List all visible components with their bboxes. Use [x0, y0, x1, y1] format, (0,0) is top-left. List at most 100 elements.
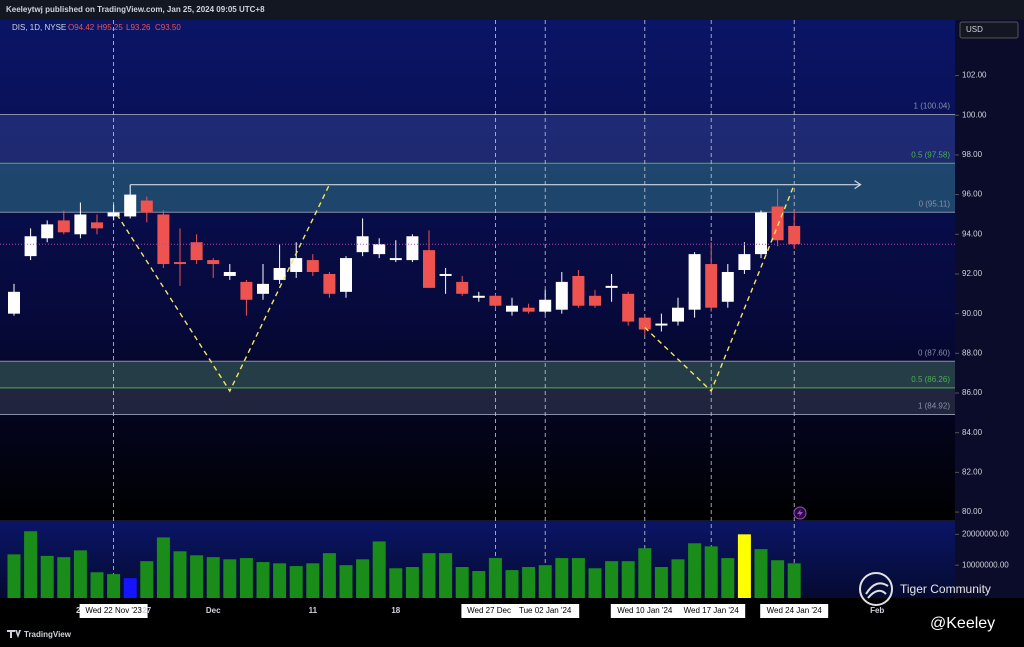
volume-bar: [206, 557, 220, 598]
zigzag: [644, 184, 795, 393]
y-tick-label: 96.00: [962, 190, 983, 199]
x-tick-label: Tue 02 Jan '24: [519, 606, 572, 615]
volume-bar: [356, 559, 370, 598]
header-text: Keeleytwj published on TradingView.com, …: [6, 5, 265, 14]
volume-bar: [787, 563, 801, 598]
x-tick-label: Wed 22 Nov '23: [85, 606, 142, 615]
volume-bar: [754, 549, 768, 598]
x-tick-label: Wed 17 Jan '24: [684, 606, 740, 615]
volume-bar: [57, 557, 71, 598]
x-tick-label: Wed 10 Jan '24: [617, 606, 673, 615]
volume-bar: [239, 558, 253, 598]
ohlc-value: L93.26: [126, 23, 151, 32]
volume-bar: [289, 566, 303, 598]
candle-body: [555, 281, 568, 310]
candle-body: [506, 305, 518, 312]
volume-bar: [638, 548, 652, 598]
brand: TradingView: [24, 630, 72, 639]
volume-bar: [223, 559, 237, 598]
candle-body: [207, 260, 220, 265]
arrow-head: [854, 180, 862, 190]
candle-body: [605, 285, 618, 288]
candle-body: [157, 214, 170, 265]
candle-body: [472, 295, 485, 298]
y-tick-label: 84.00: [962, 428, 983, 437]
fib-zone: [0, 361, 955, 388]
candle-body: [24, 236, 37, 257]
candle-body: [257, 283, 269, 294]
candle-body: [738, 254, 751, 270]
volume-bar: [704, 546, 718, 598]
candle-body: [439, 273, 452, 276]
fib-zone: [0, 163, 955, 213]
candle-body: [788, 225, 801, 245]
candle-body: [290, 258, 303, 272]
candle-body: [705, 264, 718, 308]
x-tick-label: Dec: [206, 606, 221, 615]
volume-bar: [488, 558, 502, 598]
symbol: DIS, 1D, NYSE: [12, 23, 66, 32]
volume-bar: [771, 560, 785, 598]
candle-body: [655, 323, 668, 326]
volume-bar: [322, 553, 336, 598]
price-axis: [955, 20, 1024, 598]
volume-bar: [73, 550, 87, 598]
volume-bar: [439, 553, 453, 598]
event-icon-bolt: [797, 509, 803, 517]
volume-bar: [389, 568, 403, 598]
logo: [859, 572, 893, 606]
y-tick-label: 102.00: [962, 71, 987, 80]
candle-body: [688, 254, 701, 310]
brand-logo: [7, 630, 21, 638]
author: @Keeley: [930, 615, 995, 632]
y-tick-label: 92.00: [962, 269, 983, 278]
x-tick-label: Wed 27 Dec '23: [467, 606, 524, 615]
candle-body: [456, 281, 469, 294]
watermark: Tiger Community: [900, 582, 991, 596]
candle-body: [638, 317, 651, 330]
x-tick-label: Feb: [870, 606, 884, 615]
volume-bar: [571, 558, 585, 598]
volume-bar: [671, 559, 685, 598]
volume-bar: [505, 570, 519, 598]
y-tick-label: 100.00: [962, 110, 987, 119]
candle-body: [489, 295, 502, 306]
y-tick-label: 94.00: [962, 229, 983, 238]
volume-bar: [372, 541, 386, 598]
fib-label: 1 (84.92): [918, 402, 950, 411]
footer: [0, 620, 1024, 647]
plot: 1 (100.04) 0.5 (97.58) 0 (95.11) 0 (87.60) 0…: [0, 20, 955, 598]
candle-body: [755, 212, 767, 255]
volume-bar: [455, 567, 469, 598]
volume-bar: [737, 534, 751, 598]
candle-body: [223, 271, 236, 276]
candle-body: [41, 224, 54, 239]
volume-bar: [621, 561, 635, 598]
volume-tick-label: 10000000.00: [962, 560, 1009, 569]
volume-bar: [156, 537, 170, 598]
logo-mark: [865, 582, 889, 599]
ohlc-value: C93.50: [155, 23, 181, 32]
ohlc-value: O94.42: [68, 23, 95, 32]
volume-bar: [7, 554, 21, 598]
candle-body: [8, 291, 20, 314]
fib-label: 0.5 (97.58): [911, 150, 950, 159]
x-tick-label: 11: [309, 606, 318, 615]
candle-body: [74, 214, 87, 235]
candle-body: [522, 307, 535, 312]
fib-label: 0 (95.11): [919, 199, 951, 208]
candle-body: [140, 200, 153, 213]
y-tick-label: 82.00: [962, 467, 983, 476]
volume-bar: [173, 551, 187, 598]
ohlc-value: H95.25: [97, 23, 123, 32]
candle-body: [589, 295, 601, 306]
candle-body: [273, 268, 286, 280]
candle-body: [373, 244, 386, 255]
candle-body: [107, 212, 120, 217]
candle-body: [356, 236, 369, 253]
candle-body: [124, 194, 137, 217]
currency-box: [959, 21, 1019, 39]
candle-body: [57, 220, 70, 233]
date-box: [677, 604, 746, 618]
candle-body: [306, 260, 319, 272]
